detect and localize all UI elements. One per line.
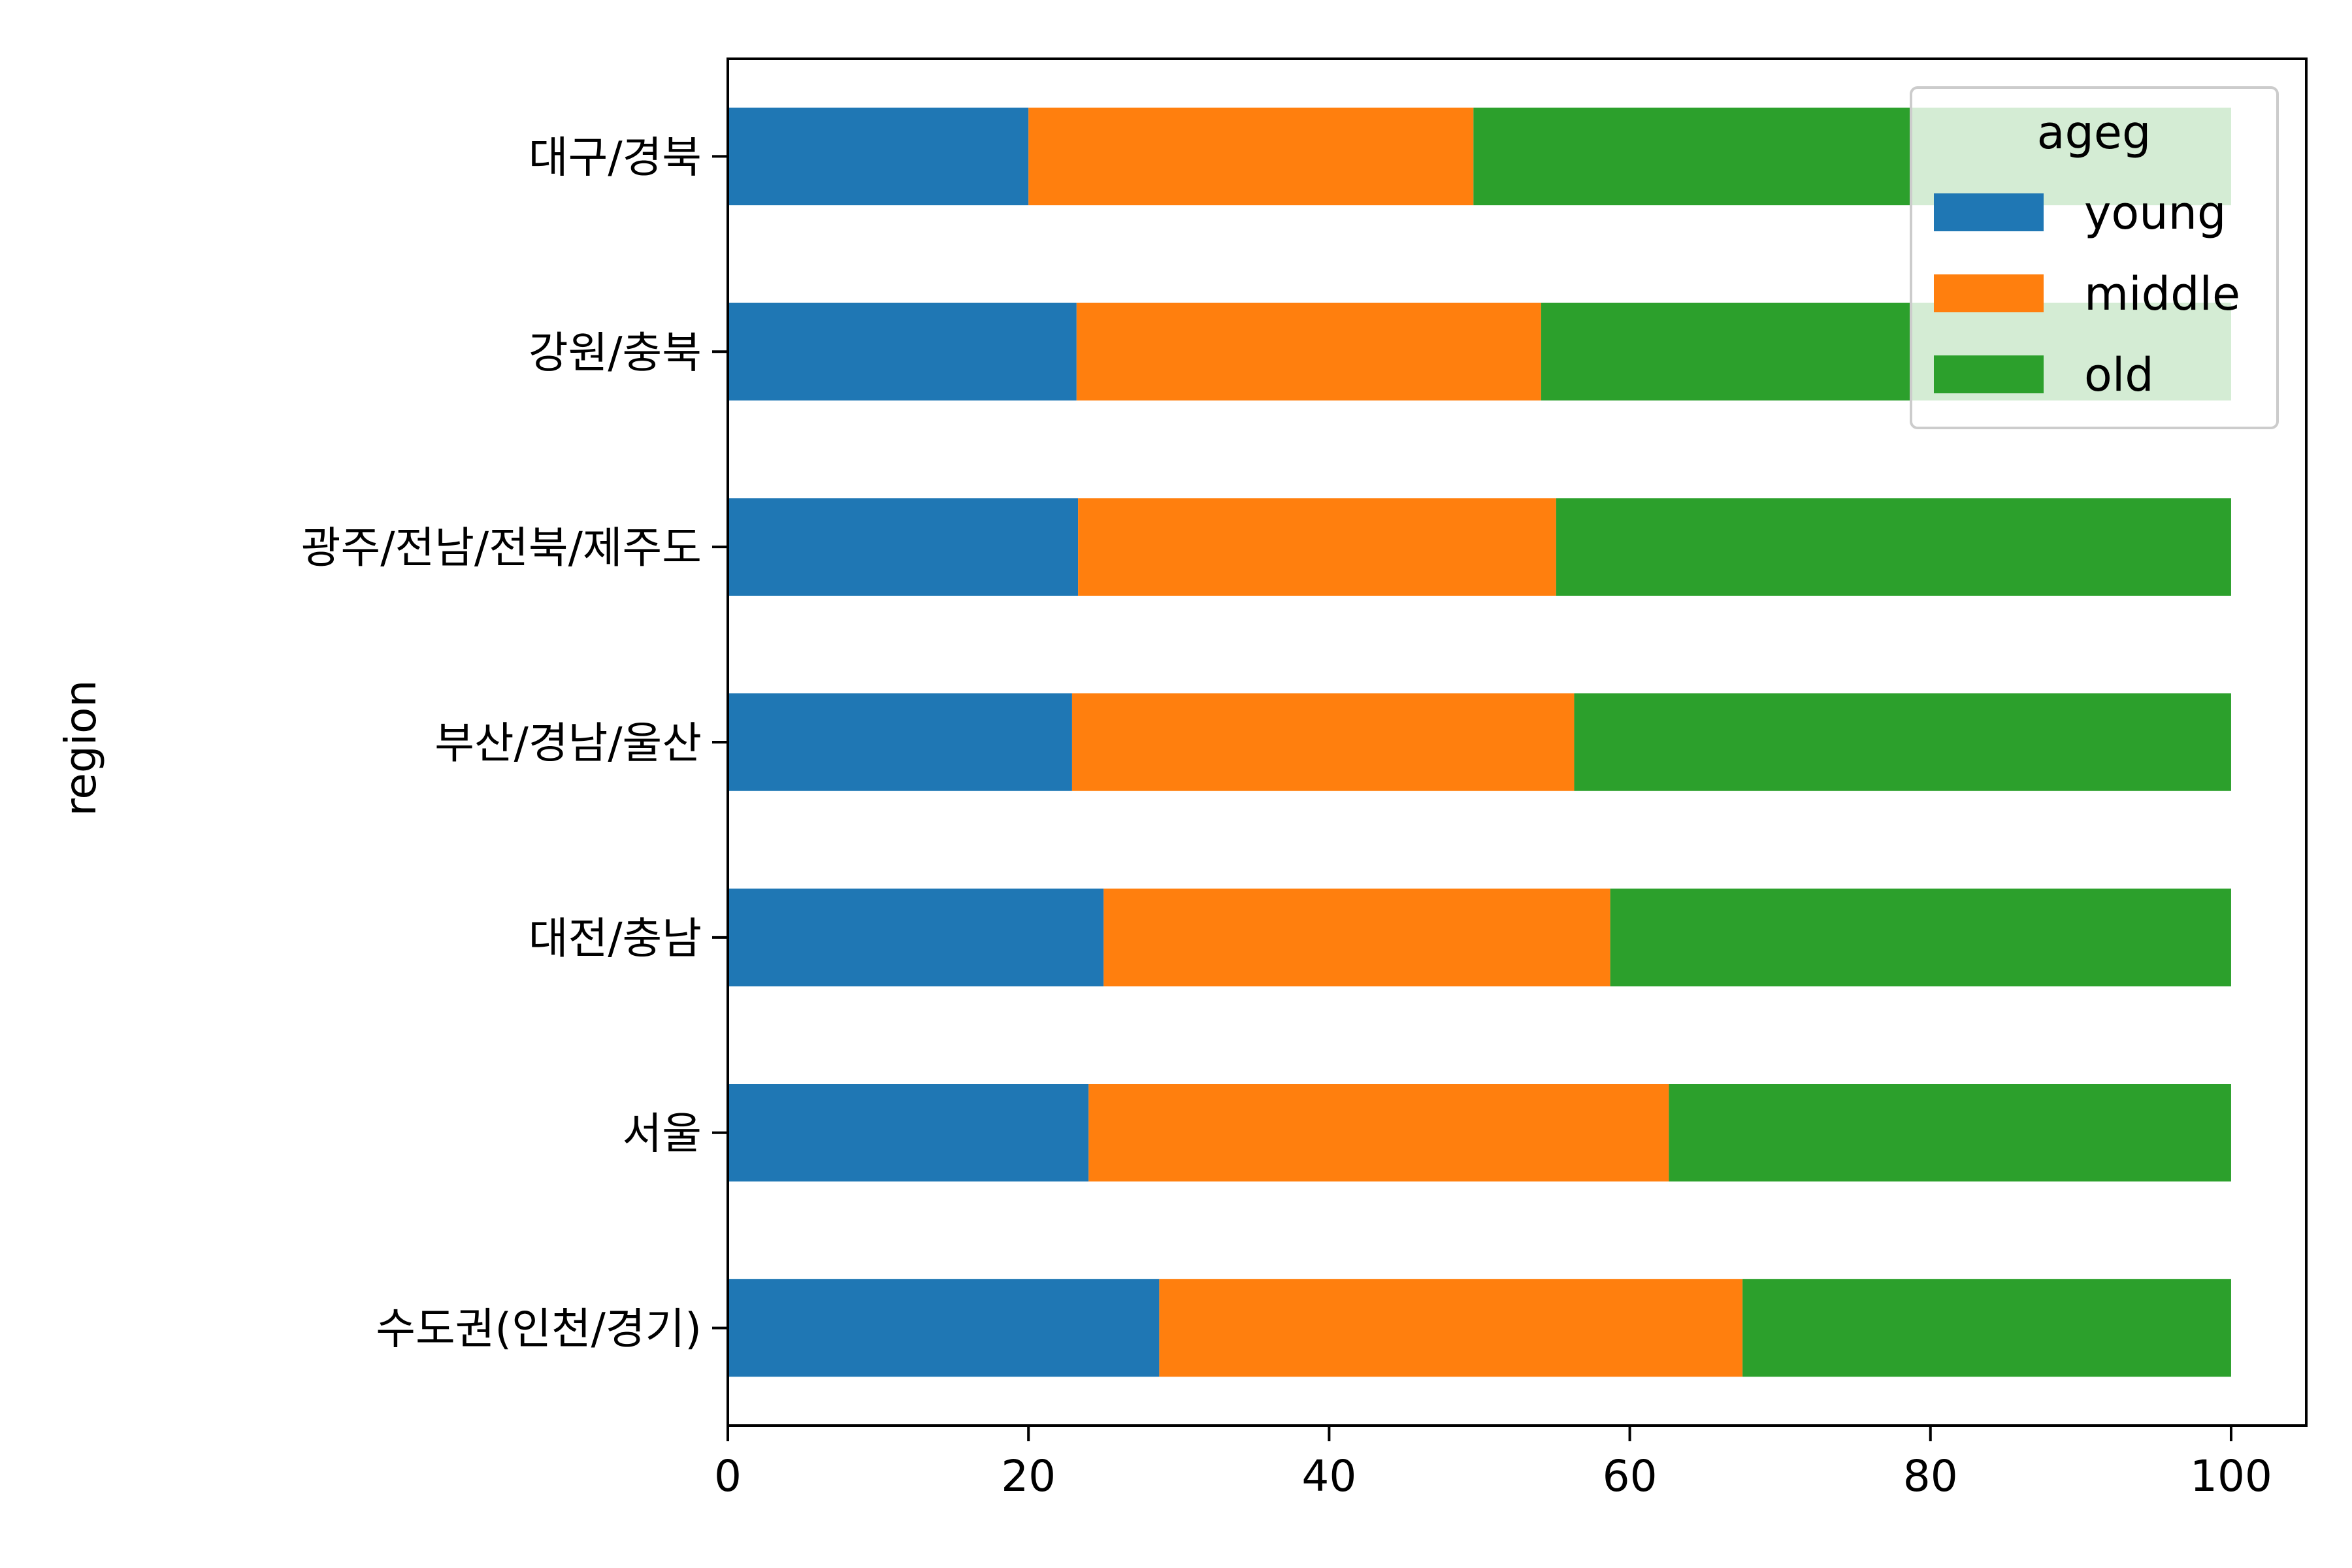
bar-middle-0 (1028, 107, 1474, 206)
bar-middle-6 (1159, 1279, 1743, 1377)
bar-young-3 (728, 693, 1072, 791)
legend-label-young: young (2084, 186, 2226, 240)
bar-young-6 (728, 1279, 1160, 1377)
bar-young-0 (728, 107, 1029, 206)
legend-swatch-young (1934, 193, 2044, 231)
y-tick-label-2: 광주/전남/전북/제주도 (301, 523, 702, 573)
bar-middle-4 (1103, 889, 1610, 987)
y-tick-label-5: 서울 (623, 1109, 702, 1159)
bar-young-2 (728, 498, 1079, 596)
bar-young-4 (728, 889, 1104, 987)
bar-middle-1 (1076, 302, 1541, 400)
legend-label-middle: middle (2084, 267, 2240, 321)
y-axis-label: region (56, 680, 106, 817)
x-tick-label-1: 20 (1001, 1451, 1056, 1501)
y-axis: 대구/경북강원/충북광주/전남/전북/제주도부산/경남/울산대전/충남서울수도권… (301, 132, 728, 1354)
x-tick-label-2: 40 (1301, 1451, 1356, 1501)
bar-old-5 (1669, 1084, 2231, 1182)
bar-middle-3 (1071, 693, 1575, 791)
bar-old-2 (1556, 498, 2231, 596)
bar-young-1 (728, 302, 1077, 400)
x-tick-label-3: 60 (1603, 1451, 1658, 1501)
y-tick-label-0: 대구/경북 (529, 132, 702, 182)
y-tick-label-1: 강원/충북 (529, 327, 702, 378)
y-tick-label-6: 수도권(인천/경기) (376, 1304, 702, 1354)
bar-young-5 (728, 1084, 1089, 1182)
x-tick-label-0: 0 (714, 1451, 742, 1501)
x-axis: 0 20 40 60 80 100 (714, 1426, 2272, 1501)
legend-label-old: old (2084, 348, 2154, 402)
bar-middle-2 (1078, 498, 1556, 596)
legend-swatch-middle (1934, 274, 2044, 312)
legend-title: ageg (2037, 106, 2151, 159)
legend-box (1910, 86, 2279, 429)
y-tick-label-4: 대전/충남 (529, 913, 702, 964)
bar-old-4 (1610, 889, 2231, 987)
legend: ageg young middle old (1910, 86, 2279, 429)
bar-old-3 (1574, 693, 2231, 791)
x-tick-label-5: 100 (2190, 1451, 2272, 1501)
y-tick-label-3: 부산/경남/울산 (434, 718, 702, 768)
x-tick-label-4: 80 (1903, 1451, 1958, 1501)
bar-old-6 (1742, 1279, 2231, 1377)
legend-swatch-old (1934, 355, 2044, 393)
bar-middle-5 (1088, 1084, 1669, 1182)
